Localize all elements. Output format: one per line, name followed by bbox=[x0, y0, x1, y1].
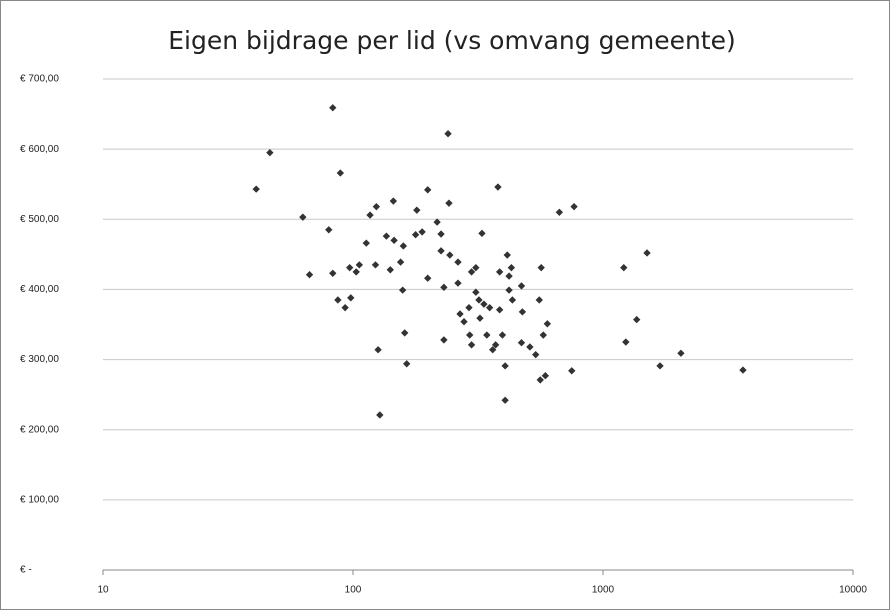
y-tick-label: € 300,00 bbox=[20, 354, 59, 365]
point bbox=[467, 341, 476, 349]
y-tick-label: € 500,00 bbox=[20, 214, 59, 225]
point bbox=[503, 251, 511, 259]
point bbox=[376, 411, 384, 419]
point bbox=[526, 343, 534, 351]
point bbox=[494, 183, 502, 191]
point bbox=[386, 266, 394, 274]
point bbox=[568, 367, 576, 375]
y-tick-label: € - bbox=[20, 565, 32, 576]
point bbox=[305, 271, 314, 279]
point bbox=[536, 376, 544, 384]
point bbox=[485, 303, 494, 312]
point bbox=[476, 314, 484, 322]
point bbox=[475, 296, 483, 304]
point bbox=[352, 268, 360, 276]
point bbox=[355, 261, 364, 269]
point bbox=[517, 339, 526, 347]
x-tick-label: 10000 bbox=[839, 585, 867, 596]
x-tick-label: 1000 bbox=[592, 585, 615, 596]
point bbox=[334, 296, 342, 304]
point bbox=[411, 231, 420, 239]
y-tick-label: € 600,00 bbox=[20, 144, 59, 155]
point bbox=[252, 185, 260, 193]
point bbox=[456, 310, 464, 318]
point bbox=[440, 336, 448, 344]
point bbox=[424, 274, 432, 282]
x-tick-label: 100 bbox=[345, 585, 362, 596]
point bbox=[437, 230, 445, 238]
point bbox=[505, 272, 513, 280]
point bbox=[374, 346, 382, 354]
point bbox=[495, 268, 504, 276]
point bbox=[472, 264, 480, 272]
point bbox=[739, 366, 747, 374]
point bbox=[622, 338, 630, 346]
point bbox=[465, 303, 473, 312]
point bbox=[517, 282, 526, 290]
point bbox=[539, 331, 547, 339]
point bbox=[440, 283, 448, 292]
point bbox=[498, 331, 507, 339]
point bbox=[656, 362, 664, 370]
y-tick-label: € 200,00 bbox=[20, 424, 59, 435]
point bbox=[371, 261, 380, 269]
y-tick-label: € 100,00 bbox=[20, 494, 59, 505]
point bbox=[633, 315, 641, 324]
y-tick-label: € 700,00 bbox=[20, 74, 59, 85]
x-tick-label: 10 bbox=[97, 585, 109, 596]
point bbox=[454, 258, 462, 266]
point bbox=[466, 331, 474, 339]
point bbox=[346, 264, 354, 272]
point bbox=[543, 320, 552, 328]
point bbox=[505, 286, 513, 294]
point bbox=[446, 251, 454, 259]
point bbox=[299, 213, 307, 221]
point bbox=[541, 372, 550, 380]
point bbox=[483, 331, 491, 339]
point bbox=[329, 269, 337, 277]
point bbox=[362, 239, 370, 247]
point bbox=[454, 279, 462, 287]
point bbox=[460, 318, 468, 326]
point bbox=[677, 349, 685, 357]
point bbox=[366, 211, 374, 219]
point bbox=[433, 218, 441, 226]
point bbox=[478, 229, 486, 237]
point bbox=[489, 346, 497, 354]
point bbox=[399, 242, 408, 250]
point bbox=[341, 303, 349, 312]
point bbox=[535, 296, 543, 304]
chart-title: Eigen bijdrage per lid (vs omvang gemeen… bbox=[168, 26, 735, 55]
point bbox=[329, 104, 337, 112]
point bbox=[472, 288, 480, 296]
point bbox=[467, 268, 476, 276]
point bbox=[495, 306, 504, 314]
point bbox=[347, 294, 355, 302]
point bbox=[532, 350, 540, 359]
point bbox=[501, 362, 509, 370]
point bbox=[396, 258, 405, 266]
point bbox=[403, 360, 411, 368]
point bbox=[480, 300, 488, 308]
point bbox=[518, 308, 527, 316]
point bbox=[437, 247, 445, 255]
point bbox=[620, 264, 628, 272]
point bbox=[398, 286, 407, 294]
point bbox=[491, 341, 500, 349]
point bbox=[325, 226, 333, 234]
point bbox=[570, 202, 578, 211]
y-tick-label: € 400,00 bbox=[20, 284, 59, 295]
point bbox=[501, 396, 509, 404]
point bbox=[401, 329, 409, 337]
point bbox=[643, 249, 651, 257]
point bbox=[537, 264, 545, 272]
